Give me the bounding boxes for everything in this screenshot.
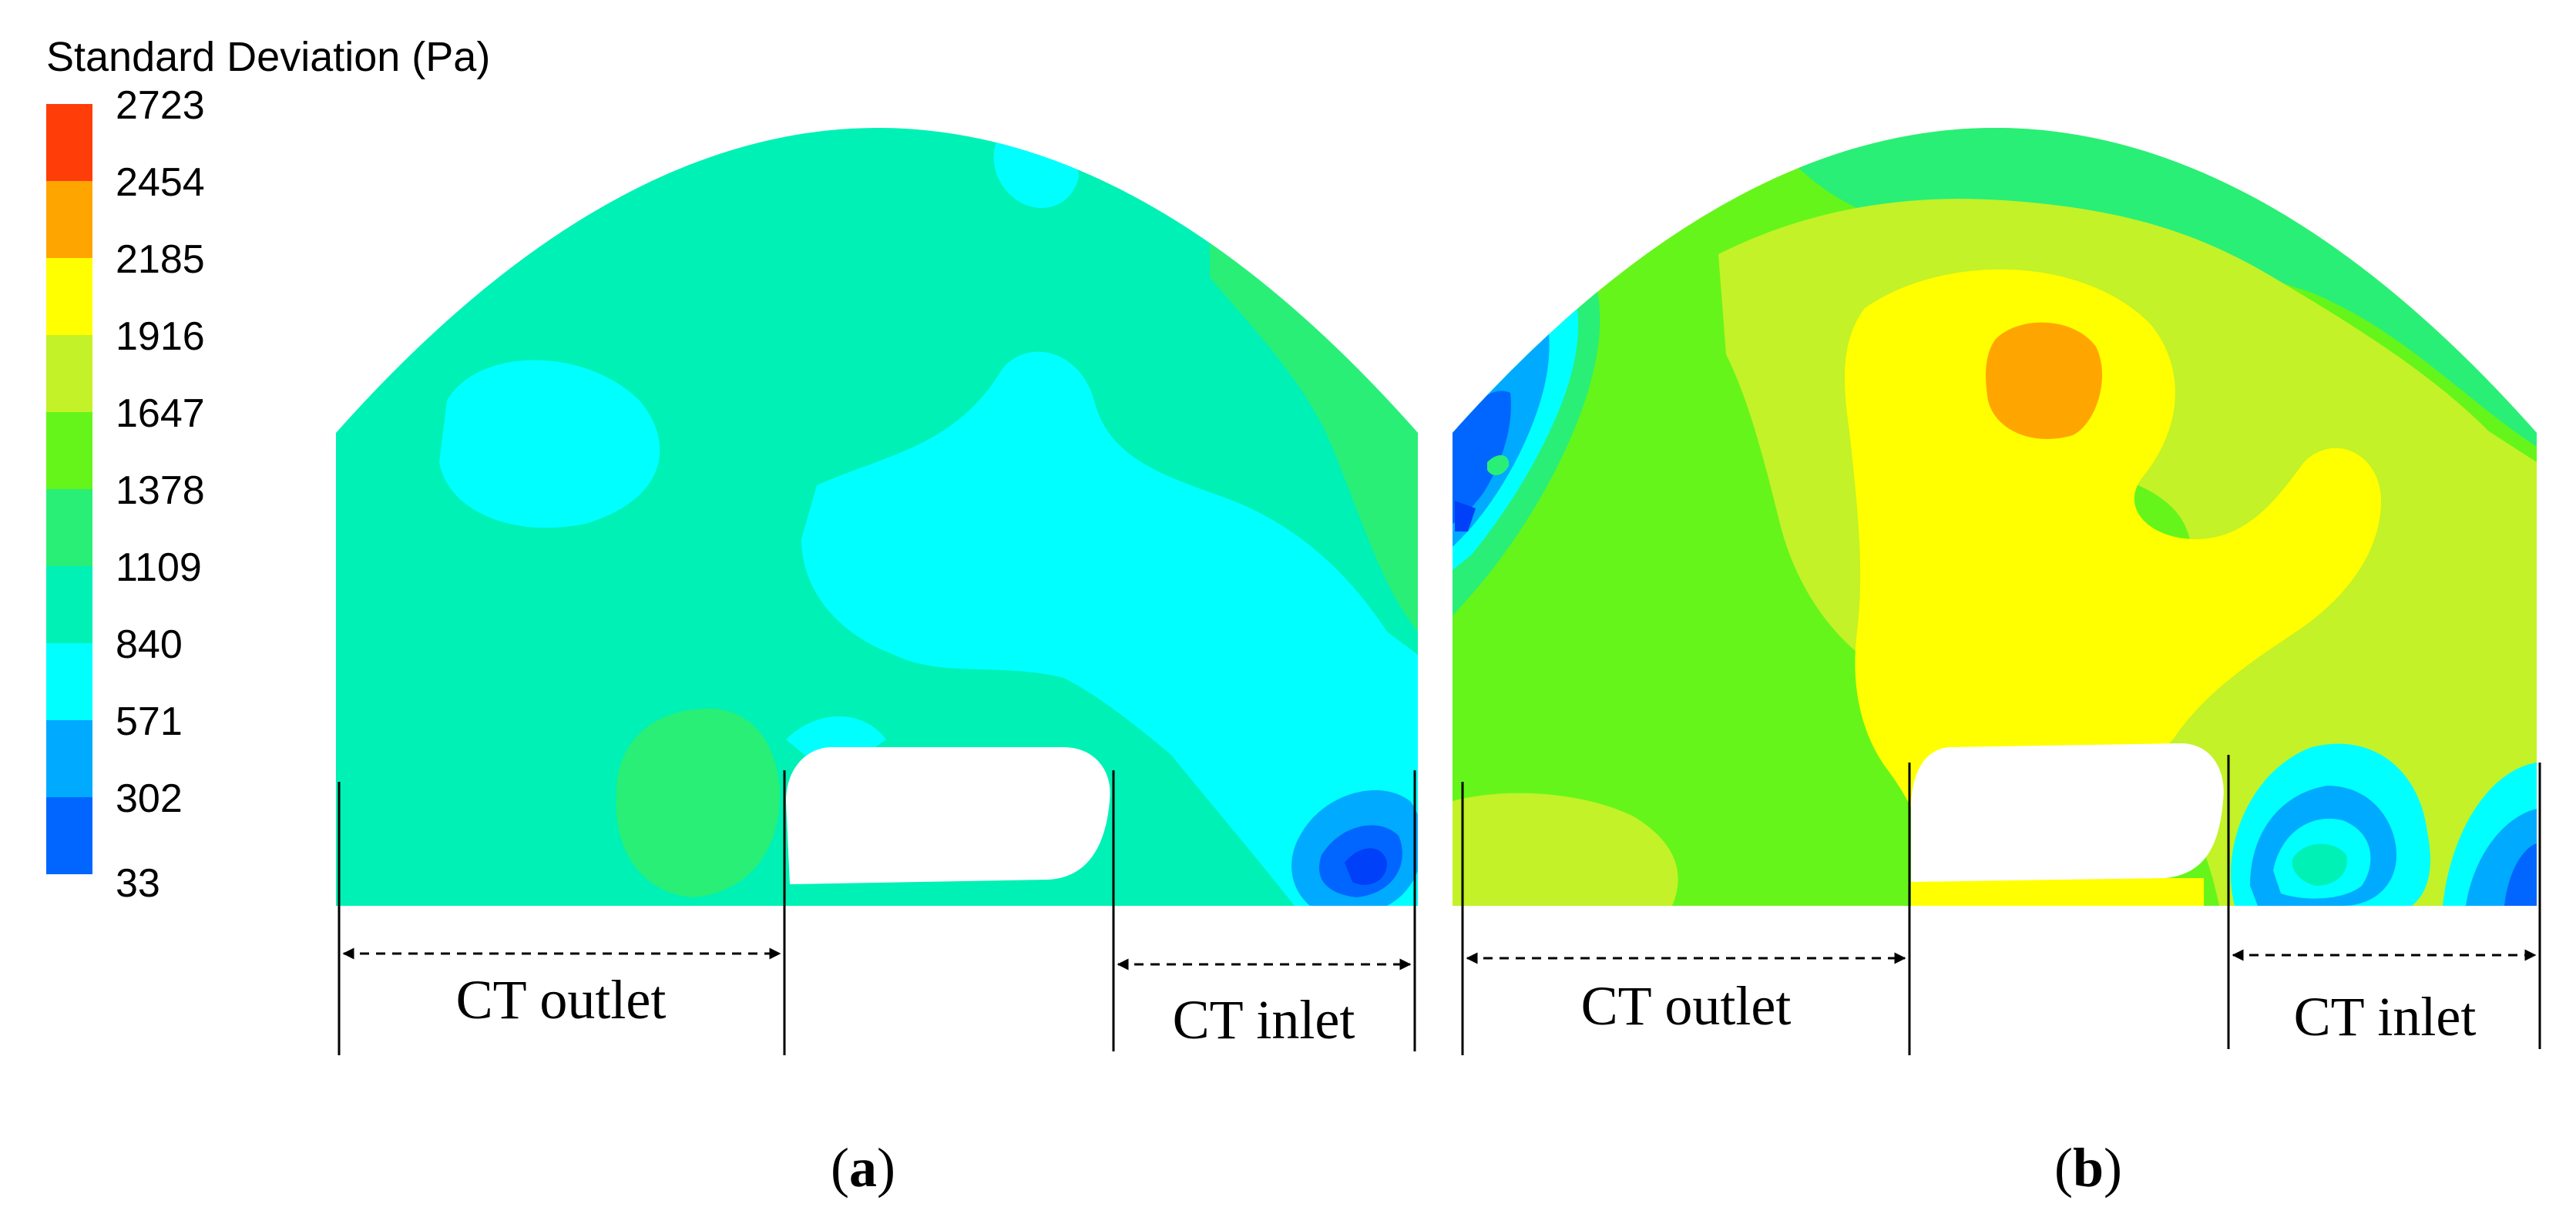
legend-title: Standard Deviation (Pa) <box>46 34 490 80</box>
legend-level-label: 2723 <box>116 83 205 128</box>
legend-level-label: 2185 <box>116 237 205 282</box>
legend-level-label: 840 <box>116 622 183 667</box>
legend-swatch-10 <box>46 797 92 874</box>
panel-a: CT outlet CT inlet (a) <box>336 128 1418 1199</box>
legend-swatch-5 <box>46 412 92 489</box>
panel-a-inlet-label: CT inlet <box>1173 989 1355 1051</box>
legend-colorbar <box>46 104 92 874</box>
panel-a-obstacle <box>786 747 1110 884</box>
panel-b: CT outlet CT inlet (b) <box>1453 128 2541 1199</box>
panel-a-label: (a) <box>831 1137 895 1199</box>
legend-level-label: 1109 <box>116 545 202 590</box>
legend-swatch-3 <box>46 258 92 335</box>
panel-b-obstacle <box>1911 743 2224 882</box>
legend-level-label: 1916 <box>116 314 205 359</box>
legend: Standard Deviation (Pa) 2723 2454 2185 1… <box>46 34 490 906</box>
legend-swatch-4 <box>46 335 92 412</box>
legend-level-label: 571 <box>116 699 183 744</box>
legend-swatch-1 <box>46 104 92 181</box>
legend-level-label: 1378 <box>116 468 205 513</box>
legend-swatch-6 <box>46 489 92 566</box>
panel-b-outlet-label: CT outlet <box>1581 975 1792 1037</box>
panel-b-label: (b) <box>2054 1137 2122 1199</box>
legend-level-label: 2454 <box>116 160 205 205</box>
legend-level-label: 33 <box>116 861 160 906</box>
legend-level-label: 1647 <box>116 391 205 436</box>
legend-swatch-8 <box>46 643 92 720</box>
panel-b-inlet-label: CT inlet <box>2294 986 2477 1048</box>
legend-swatch-2 <box>46 181 92 258</box>
panel-a-outlet-label: CT outlet <box>456 969 667 1031</box>
legend-swatch-9 <box>46 720 92 797</box>
legend-swatch-7 <box>46 566 92 643</box>
legend-level-label: 302 <box>116 776 183 821</box>
